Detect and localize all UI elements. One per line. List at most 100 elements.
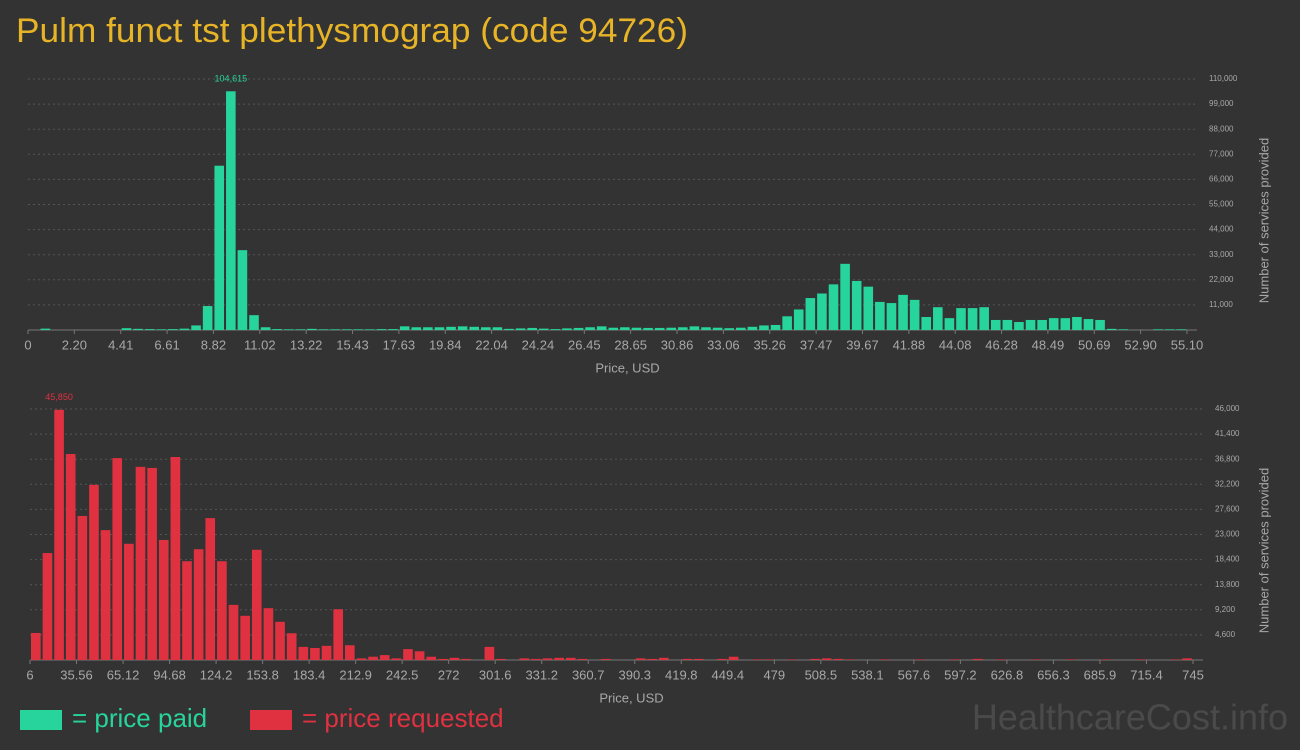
bar: [307, 328, 317, 330]
bar: [914, 659, 925, 660]
x-tick-label: 35.26: [753, 337, 786, 352]
bar: [156, 329, 167, 330]
bar: [193, 549, 204, 660]
x-tick-label: 30.86: [661, 337, 694, 352]
y-tick-label: 11,000: [1209, 300, 1233, 309]
bar: [654, 327, 665, 330]
y-tick-label: 4,600: [1215, 630, 1236, 639]
bar: [1037, 319, 1047, 330]
bar: [438, 658, 448, 660]
x-tick-label: 656.3: [1037, 667, 1070, 682]
x-tick-label: 272: [438, 667, 460, 682]
bar: [298, 646, 309, 660]
x-tick-label: 6: [26, 667, 33, 682]
bar: [272, 329, 282, 330]
bar: [608, 327, 619, 330]
bar: [1031, 659, 1041, 660]
data-label: 45,850: [45, 392, 73, 402]
bar: [898, 294, 908, 330]
bar: [643, 327, 653, 330]
bar: [1060, 318, 1071, 330]
bar: [1025, 319, 1036, 330]
x-tick-label: 479: [763, 667, 785, 682]
bar: [1002, 319, 1013, 330]
bar: [158, 539, 169, 660]
bar: [845, 659, 855, 660]
bar: [411, 327, 422, 330]
bar: [449, 657, 460, 660]
bar: [251, 549, 262, 660]
bar: [821, 658, 832, 660]
bar: [205, 518, 216, 660]
bar: [996, 659, 1006, 660]
x-tick-label: 449.4: [712, 667, 745, 682]
legend-label: = price paid: [72, 703, 207, 733]
x-tick-label: 41.88: [893, 337, 926, 352]
bar: [1083, 319, 1094, 330]
x-tick-label: 8.82: [201, 337, 226, 352]
x-tick-label: 4.41: [108, 337, 133, 352]
bar: [573, 327, 584, 330]
bar: [817, 293, 827, 330]
y-tick-label: 41,400: [1215, 429, 1240, 438]
bar: [353, 329, 364, 330]
bar: [542, 658, 553, 660]
bar: [909, 299, 920, 330]
bar: [399, 326, 410, 330]
x-tick-label: 301.6: [479, 667, 512, 682]
x-tick-label: 55.10: [1171, 337, 1204, 352]
bar: [967, 308, 978, 330]
y-tick-label: 23,000: [1215, 530, 1240, 539]
bar: [833, 658, 844, 660]
x-tick-label: 153.8: [246, 667, 279, 682]
bar: [168, 329, 178, 330]
bar: [469, 326, 480, 330]
x-tick-label: 46.28: [985, 337, 1018, 352]
bar: [682, 658, 692, 660]
x-tick-label: 94.68: [153, 667, 186, 682]
bar: [147, 467, 157, 660]
y-tick-label: 88,000: [1209, 124, 1234, 133]
bar: [237, 250, 248, 330]
bar: [550, 329, 561, 330]
bar: [275, 621, 285, 660]
bar: [249, 315, 259, 330]
bar: [40, 328, 51, 330]
bar: [379, 655, 390, 660]
bar: [492, 327, 503, 330]
bar: [851, 280, 862, 330]
bar: [135, 466, 146, 660]
bar: [388, 329, 398, 330]
x-tick-label: 28.65: [614, 337, 647, 352]
bar: [527, 327, 537, 330]
x-tick-label: 17.63: [383, 337, 416, 352]
bar: [1176, 329, 1186, 330]
bar: [1095, 319, 1105, 330]
y-tick-label: 27,600: [1215, 505, 1240, 514]
x-tick-label: 360.7: [572, 667, 605, 682]
y-tick-label: 46,000: [1215, 404, 1240, 413]
bar: [933, 307, 943, 330]
bar: [504, 328, 514, 330]
bar: [1066, 659, 1076, 660]
bar: [414, 651, 425, 660]
bar: [214, 165, 225, 330]
bar: [828, 284, 839, 330]
bar: [944, 318, 955, 330]
x-tick-label: 183.4: [293, 667, 326, 682]
bar: [810, 658, 820, 660]
bar: [1135, 659, 1146, 660]
bar: [1164, 329, 1175, 330]
bar: [990, 319, 1001, 330]
bar: [747, 326, 758, 330]
x-tick-label: 390.3: [618, 667, 651, 682]
x-tick-label: 715.4: [1130, 667, 1163, 682]
x-tick-label: 65.12: [107, 667, 140, 682]
bar: [365, 329, 375, 330]
bar: [538, 328, 549, 330]
legend-swatch: [20, 710, 62, 730]
bar: [1100, 659, 1111, 660]
x-tick-label: 26.45: [568, 337, 601, 352]
